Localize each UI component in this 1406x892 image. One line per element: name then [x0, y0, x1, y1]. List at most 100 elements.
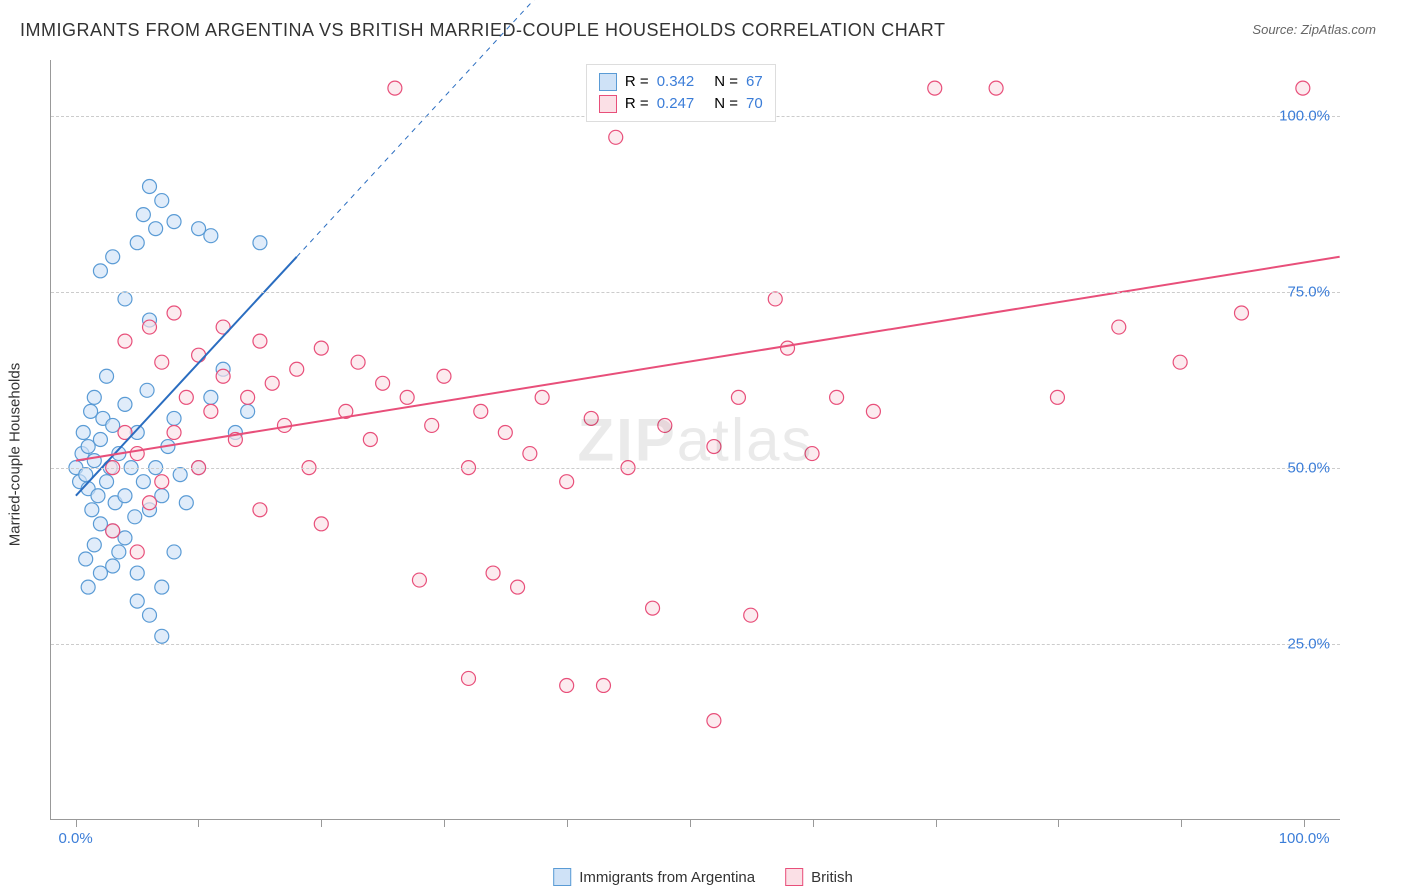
scatter-point — [118, 292, 132, 306]
legend-swatch — [599, 73, 617, 91]
legend-stats-row: R =0.247N =70 — [599, 93, 763, 115]
y-tick-label: 50.0% — [1287, 460, 1330, 477]
scatter-point — [87, 538, 101, 552]
scatter-point — [768, 292, 782, 306]
scatter-point — [609, 130, 623, 144]
source-link[interactable]: ZipAtlas.com — [1301, 22, 1376, 37]
x-tick — [198, 819, 199, 827]
scatter-point — [143, 320, 157, 334]
legend-r-value: 0.247 — [657, 93, 695, 115]
scatter-point — [731, 390, 745, 404]
scatter-point — [486, 566, 500, 580]
scatter-point — [560, 678, 574, 692]
scatter-point — [167, 306, 181, 320]
scatter-point — [106, 418, 120, 432]
legend-n-value: 70 — [746, 93, 763, 115]
scatter-point — [1112, 320, 1126, 334]
scatter-point — [314, 517, 328, 531]
scatter-point — [155, 194, 169, 208]
legend-series-name: Immigrants from Argentina — [579, 869, 755, 886]
gridline — [51, 644, 1340, 645]
legend-n-label: N = — [714, 93, 738, 115]
scatter-point — [91, 489, 105, 503]
scatter-point — [76, 425, 90, 439]
scatter-point — [149, 222, 163, 236]
trend-line — [76, 257, 1340, 461]
legend-swatch — [785, 868, 803, 886]
scatter-point — [118, 489, 132, 503]
scatter-point — [560, 475, 574, 489]
scatter-point — [265, 376, 279, 390]
x-tick — [813, 819, 814, 827]
y-axis-label: Married-couple Households — [7, 363, 24, 546]
scatter-point — [136, 475, 150, 489]
scatter-point — [155, 629, 169, 643]
scatter-point — [167, 215, 181, 229]
scatter-point — [130, 236, 144, 250]
x-tick-label: 100.0% — [1279, 830, 1330, 847]
scatter-point — [93, 264, 107, 278]
scatter-point — [130, 566, 144, 580]
chart-title: IMMIGRANTS FROM ARGENTINA VS BRITISH MAR… — [20, 20, 945, 41]
scatter-point — [498, 425, 512, 439]
scatter-point — [179, 496, 193, 510]
gridline — [51, 468, 1340, 469]
scatter-point — [376, 376, 390, 390]
scatter-point — [363, 433, 377, 447]
scatter-point — [1173, 355, 1187, 369]
x-tick — [690, 819, 691, 827]
scatter-point — [155, 489, 169, 503]
scatter-point — [388, 81, 402, 95]
y-tick-label: 75.0% — [1287, 284, 1330, 301]
legend-swatch — [553, 868, 571, 886]
scatter-point — [989, 81, 1003, 95]
scatter-point — [118, 397, 132, 411]
scatter-point — [241, 404, 255, 418]
scatter-point — [106, 559, 120, 573]
legend-item: British — [785, 868, 853, 886]
scatter-point — [128, 510, 142, 524]
x-tick — [936, 819, 937, 827]
scatter-point — [112, 545, 126, 559]
chart-plot-area: ZIPatlas 25.0%50.0%75.0%100.0%0.0%100.0%… — [50, 60, 1340, 820]
scatter-point — [290, 362, 304, 376]
scatter-point — [143, 180, 157, 194]
gridline — [51, 292, 1340, 293]
scatter-point — [106, 250, 120, 264]
scatter-point — [400, 390, 414, 404]
scatter-point — [805, 447, 819, 461]
scatter-point — [100, 369, 114, 383]
scatter-point — [167, 425, 181, 439]
scatter-point — [216, 369, 230, 383]
x-tick — [567, 819, 568, 827]
scatter-point — [143, 496, 157, 510]
scatter-point — [707, 440, 721, 454]
scatter-point — [192, 222, 206, 236]
scatter-point — [412, 573, 426, 587]
scatter-point — [155, 580, 169, 594]
scatter-point — [130, 545, 144, 559]
legend-stats: R =0.342N =67R =0.247N =70 — [586, 64, 776, 122]
scatter-point — [130, 447, 144, 461]
scatter-point — [474, 404, 488, 418]
x-tick — [1304, 819, 1305, 827]
scatter-point — [100, 475, 114, 489]
source-label: Source: — [1252, 22, 1297, 37]
source-attribution: Source: ZipAtlas.com — [1252, 22, 1376, 37]
scatter-point — [253, 334, 267, 348]
scatter-point — [646, 601, 660, 615]
scatter-point — [535, 390, 549, 404]
legend-r-label: R = — [625, 71, 649, 93]
scatter-point — [155, 355, 169, 369]
scatter-point — [136, 208, 150, 222]
scatter-point — [1296, 81, 1310, 95]
scatter-point — [143, 608, 157, 622]
scatter-point — [511, 580, 525, 594]
x-tick-label: 0.0% — [58, 830, 92, 847]
scatter-point — [204, 390, 218, 404]
scatter-point — [241, 390, 255, 404]
scatter-point — [106, 524, 120, 538]
scatter-point — [253, 236, 267, 250]
x-tick — [444, 819, 445, 827]
legend-n-value: 67 — [746, 71, 763, 93]
